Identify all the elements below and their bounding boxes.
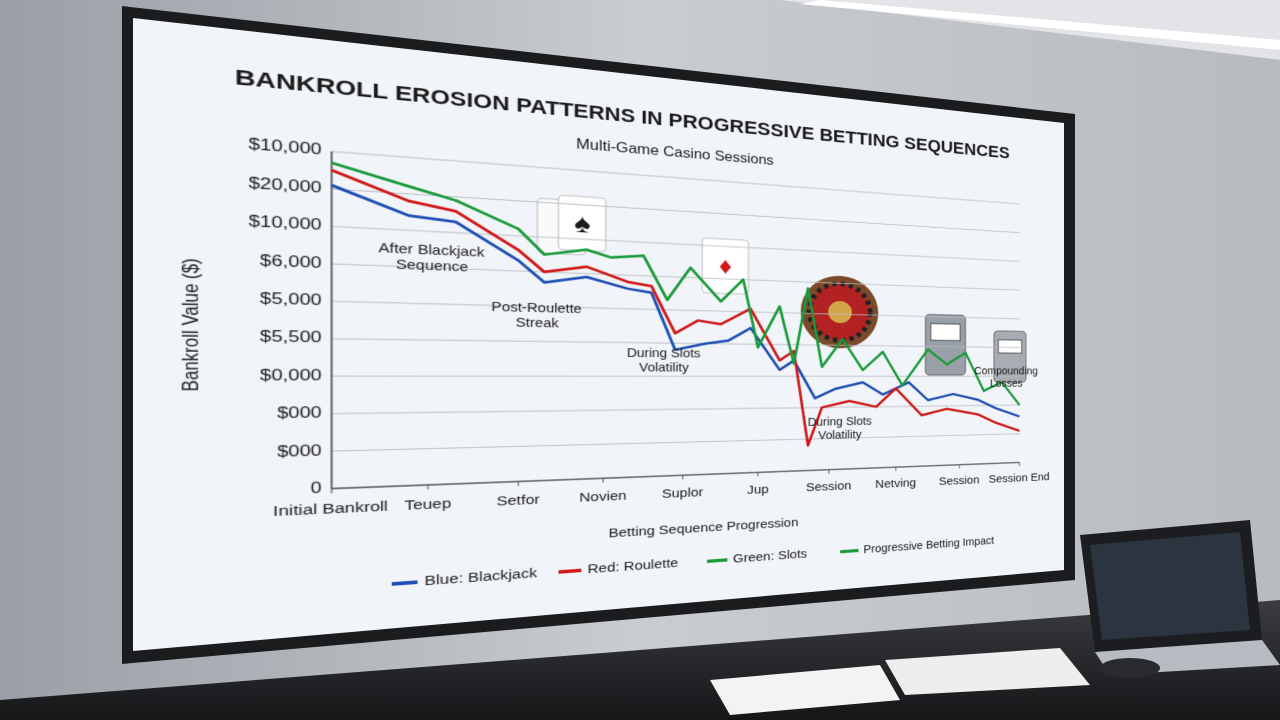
y-tick-label: $000: [277, 405, 322, 422]
laptop-display: [1090, 532, 1250, 640]
card-suit: ♠: [574, 209, 590, 239]
series-line: [332, 170, 1020, 458]
x-tick-label: Setfor: [497, 492, 540, 509]
y-tick-label: $000: [277, 443, 322, 461]
mouse: [1100, 658, 1160, 678]
paper: [710, 665, 900, 715]
y-tick-label: $10,000: [248, 213, 321, 234]
legend-swatch: [840, 550, 858, 551]
y-tick-label: $0,000: [260, 367, 322, 384]
annotation: Post-RouletteStreak: [492, 299, 582, 330]
grid-line: [332, 434, 1020, 451]
x-tick-label: Session: [806, 479, 851, 494]
series-line: [332, 185, 1020, 428]
legend-label: Red: Roulette: [587, 556, 678, 577]
x-tick-label: Novien: [579, 489, 626, 505]
x-axis-title: Betting Sequence Progression: [609, 516, 799, 541]
slot-reels: [998, 340, 1021, 353]
x-tick-label: Session: [939, 474, 980, 488]
annotation: CompoundingLosses: [974, 365, 1038, 389]
annotation: After BlackjackSequence: [378, 240, 484, 275]
ceiling: [780, 0, 1280, 60]
x-tick-label: Jup: [747, 483, 769, 498]
legend-swatch: [707, 560, 727, 561]
y-tick-label: $10,000: [248, 136, 321, 158]
slot-reels: [931, 324, 960, 341]
x-tick-label: Initial Bankroll: [273, 499, 388, 520]
paper: [885, 648, 1090, 695]
legend-swatch: [558, 570, 581, 572]
grid-line: [332, 301, 1020, 319]
annotation: During SlotsVolatility: [808, 415, 872, 442]
y-tick-label: $20,000: [248, 175, 321, 196]
x-axis: [332, 462, 1020, 488]
decorations: ♠ ♦: [537, 194, 1026, 384]
legend-label: Blue: Blackjack: [424, 566, 537, 589]
legend-label: Green: Slots: [733, 547, 807, 566]
chart-subtitle: Multi-Game Casino Sessions: [576, 137, 773, 169]
y-tick-label: 0: [311, 480, 322, 497]
card-suit: ♦: [719, 253, 732, 279]
x-tick-label: Session End: [989, 471, 1050, 486]
x-tick-label: Teuep: [404, 496, 451, 513]
y-axis-title: Bankroll Value ($): [178, 258, 204, 392]
x-tick-label: Netving: [875, 476, 916, 491]
legend-note: Progressive Betting Impact: [863, 534, 994, 555]
y-tick-label: $5,500: [260, 329, 322, 347]
y-tick-label: $6,000: [260, 252, 322, 271]
screen-surface: [133, 18, 1064, 651]
legend-swatch: [392, 582, 418, 584]
screen: BANKROLL EROSION PATTERNS IN PROGRESSIVE…: [135, 20, 1062, 648]
chart: BANKROLL EROSION PATTERNS IN PROGRESSIVE…: [178, 65, 1050, 648]
y-tick-label: $5,000: [260, 290, 322, 308]
annotation: During SlotsVolatility: [627, 346, 701, 374]
ceiling-light: [800, 0, 1280, 50]
x-tick-label: Suplor: [662, 485, 703, 501]
